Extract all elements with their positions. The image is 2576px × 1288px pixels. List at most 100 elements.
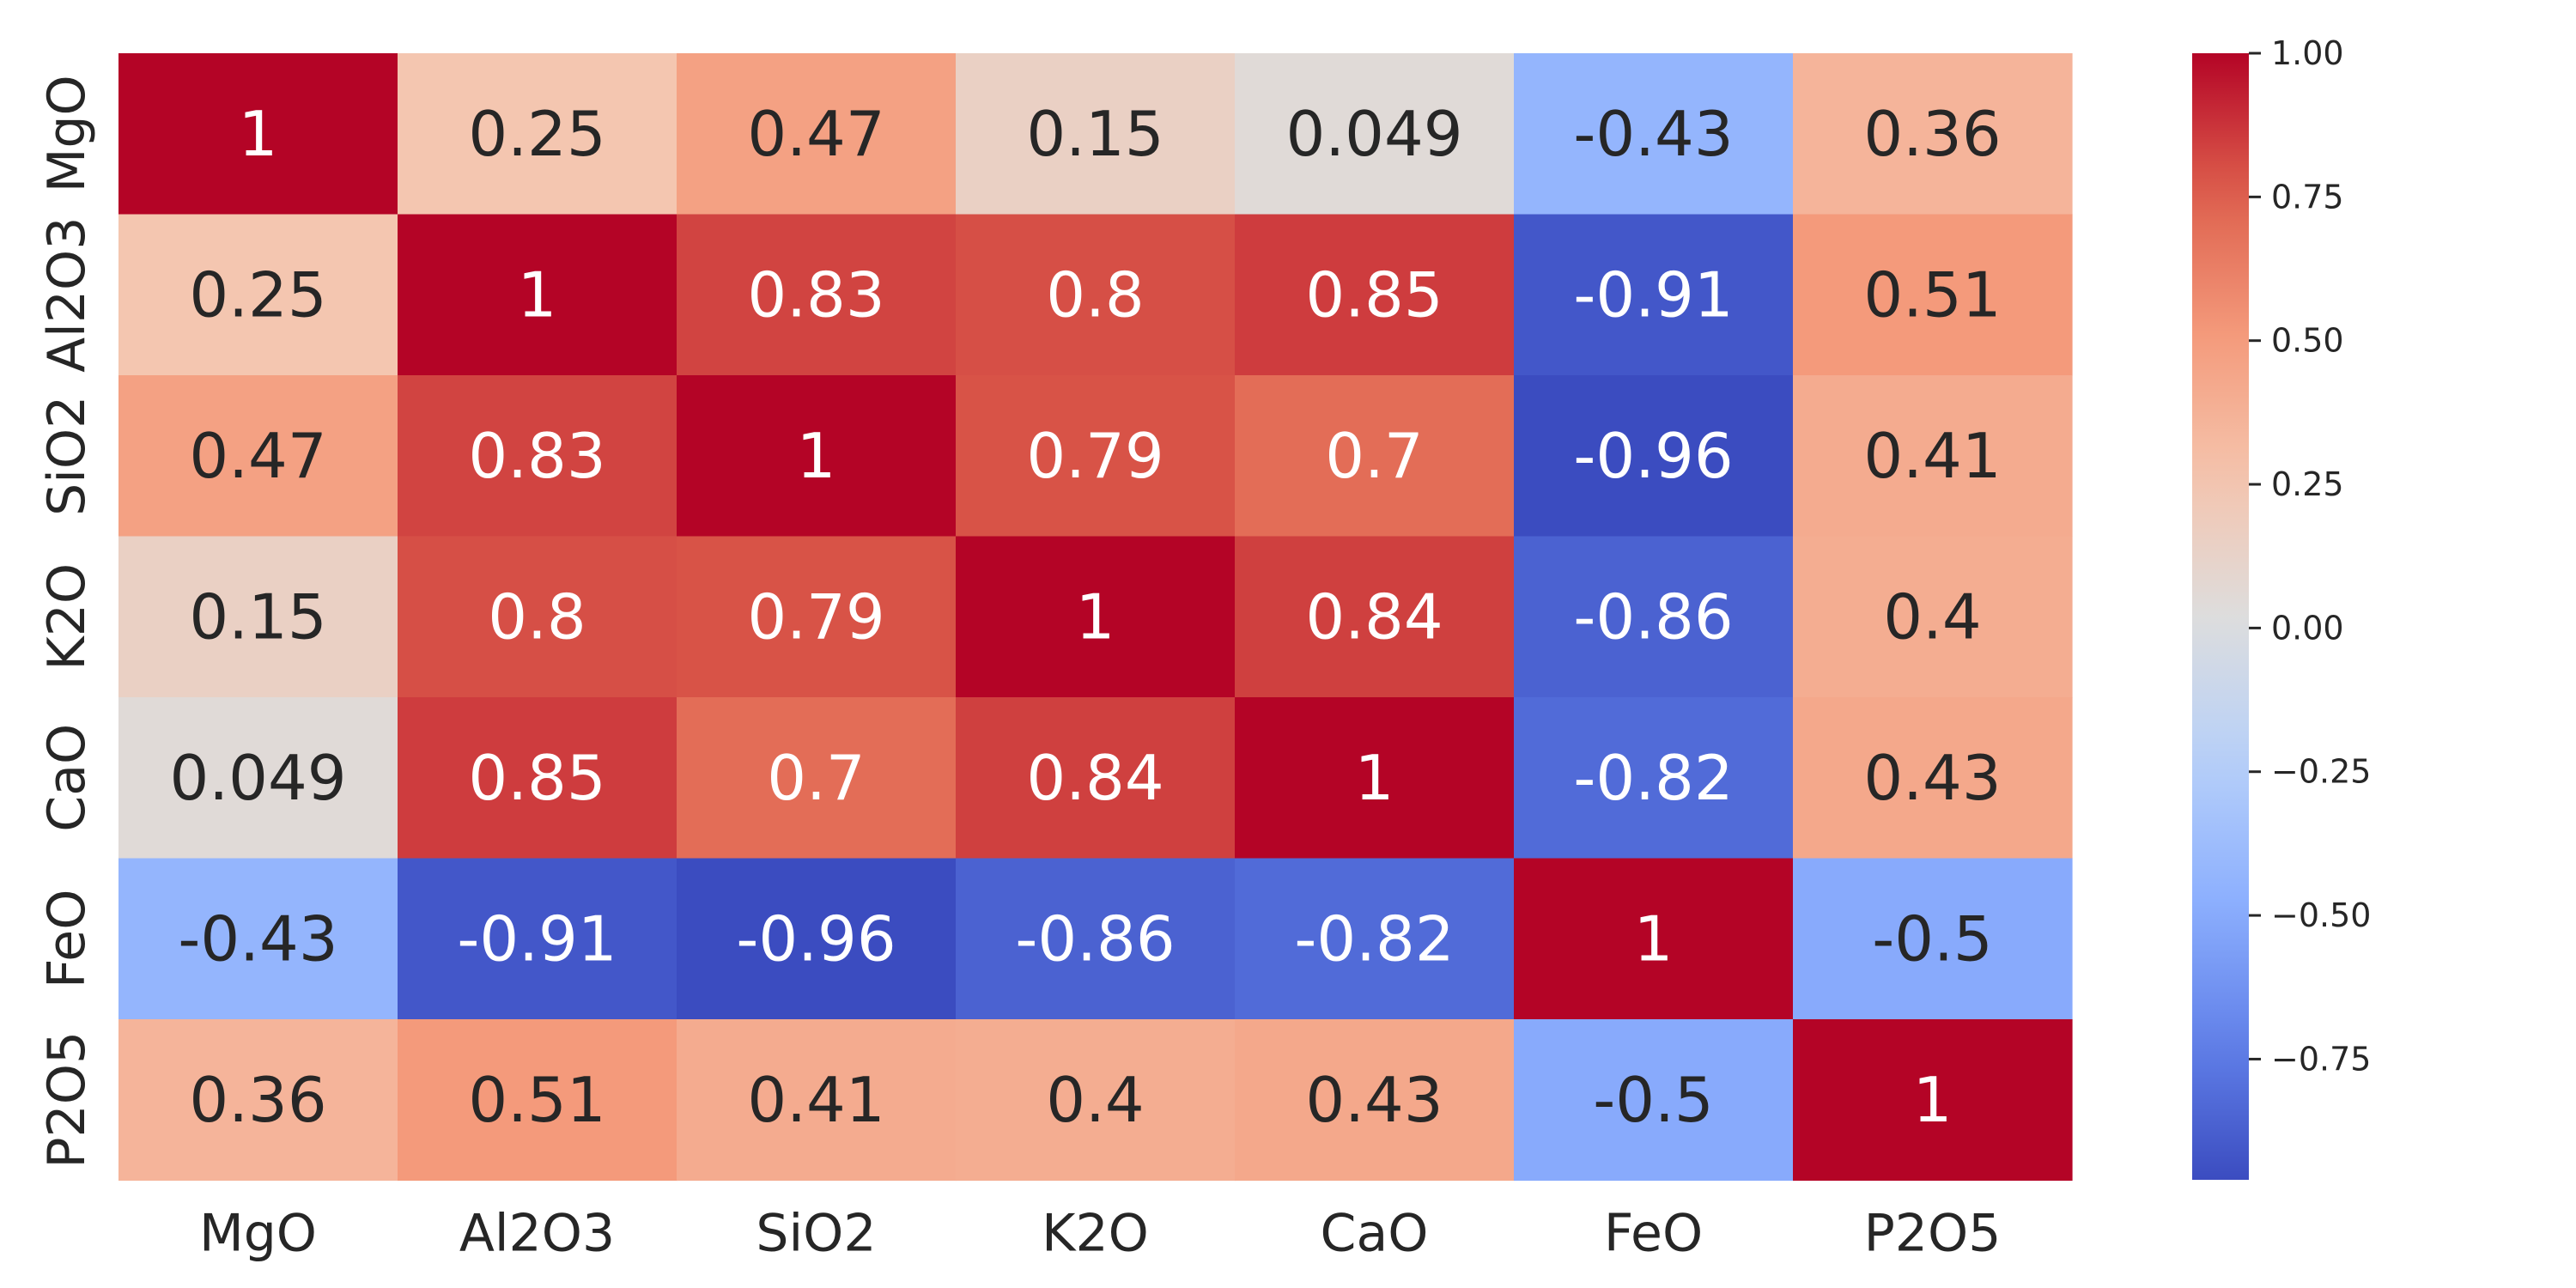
heatmap-cell <box>1793 214 2073 376</box>
heatmap-cell-label: 0.15 <box>1026 98 1163 170</box>
heatmap-cell-label: -0.91 <box>457 902 617 975</box>
heatmap-cell <box>1793 858 2073 1020</box>
heatmap-cell <box>1235 858 1515 1020</box>
x-tick-label: CaO <box>1321 1204 1429 1264</box>
heatmap-cell <box>1514 214 1794 376</box>
heatmap-cell-label: 0.85 <box>468 742 605 814</box>
x-tick-label: FeO <box>1604 1204 1703 1264</box>
heatmap-cell-label: 0.79 <box>747 580 884 653</box>
colorbar-tick-label: −0.75 <box>2271 1040 2371 1078</box>
y-tick-label: Al2O3 <box>37 217 97 373</box>
heatmap-cell-label: 0.43 <box>1863 742 2001 814</box>
y-tick-label: P2O5 <box>37 1031 97 1169</box>
heatmap-cell-label: -0.5 <box>1593 1064 1713 1136</box>
heatmap-cell <box>118 1019 398 1182</box>
heatmap-cell <box>398 53 677 216</box>
colorbar-tick-label: 0.50 <box>2271 322 2344 360</box>
heatmap-cell-label: 1 <box>1355 742 1394 814</box>
heatmap-cell <box>118 214 398 376</box>
heatmap-cell-label: -0.86 <box>1573 580 1733 653</box>
heatmap-cell <box>956 1019 1236 1182</box>
heatmap-cell <box>677 375 957 538</box>
y-tick-label: SiO2 <box>37 396 97 516</box>
x-tick-label: K2O <box>1042 1204 1149 1264</box>
heatmap-cell <box>956 214 1236 376</box>
heatmap-cell-label: 0.51 <box>1863 258 2001 331</box>
heatmap-cell-label: -0.96 <box>1573 420 1733 492</box>
heatmap-cell <box>956 375 1236 538</box>
heatmap-cell-label: 0.049 <box>169 742 346 814</box>
heatmap-cell-label: 0.43 <box>1305 1064 1443 1136</box>
heatmap-cell-label: -0.82 <box>1573 742 1733 814</box>
y-tick-label: MgO <box>37 75 97 192</box>
heatmap-cell <box>118 53 398 216</box>
heatmap-cell <box>677 214 957 376</box>
heatmap-cell <box>398 375 677 538</box>
heatmap-cell-label: 0.79 <box>1026 420 1163 492</box>
heatmap-cell-label: 0.049 <box>1285 98 1462 170</box>
heatmap-cell-label: 0.8 <box>1046 258 1145 331</box>
colorbar-tick-label: 0.75 <box>2271 178 2344 216</box>
heatmap-cell-label: 0.15 <box>189 580 326 653</box>
heatmap-cell-label: 0.8 <box>488 580 586 653</box>
heatmap-cell <box>677 1019 957 1182</box>
heatmap-cell-label: -0.96 <box>736 902 896 975</box>
heatmap-cell <box>956 53 1236 216</box>
heatmap-cell <box>398 1019 677 1182</box>
heatmap-cell <box>118 697 398 860</box>
colorbar-tick-label: −0.50 <box>2271 896 2371 934</box>
heatmap-cell <box>118 858 398 1020</box>
heatmap-cell-label: -0.82 <box>1294 902 1454 975</box>
heatmap-cells <box>118 53 2073 1182</box>
x-tick-label: MgO <box>199 1204 317 1264</box>
heatmap-cell-label: 0.7 <box>1325 420 1424 492</box>
y-axis-tick-labels: MgO Al2O3 SiO2 K2O CaO FeO P2O5 <box>37 75 97 1168</box>
heatmap-cell-label: 0.41 <box>747 1064 884 1136</box>
heatmap-cell <box>1235 214 1515 376</box>
heatmap-cell <box>1514 1019 1794 1182</box>
heatmap-cell <box>956 697 1236 860</box>
x-tick-label: Al2O3 <box>459 1204 615 1264</box>
heatmap-cell-label: -0.5 <box>1872 902 1992 975</box>
heatmap-cell <box>1514 53 1794 216</box>
heatmap-cell <box>1793 1019 2073 1182</box>
heatmap-cell-label: 0.47 <box>189 420 326 492</box>
heatmap-cell-label: 0.7 <box>767 742 866 814</box>
heatmap-cell-label: 1 <box>239 98 278 170</box>
heatmap-cell-label: 0.84 <box>1026 742 1163 814</box>
heatmap-cell-label: 0.25 <box>468 98 605 170</box>
heatmap-cell <box>677 536 957 698</box>
heatmap-cell <box>956 536 1236 698</box>
heatmap-cell <box>398 536 677 698</box>
heatmap-cell <box>1235 1019 1515 1182</box>
heatmap-cell-label: 0.51 <box>468 1064 605 1136</box>
heatmap-cell <box>677 697 957 860</box>
heatmap-cell-label: -0.43 <box>178 902 337 975</box>
colorbar-ticks: 1.00 0.75 0.50 0.25 0.00 −0.25 −0.50 −0.75 <box>2249 34 2371 1078</box>
heatmap-cell <box>118 375 398 538</box>
heatmap-cell-label: 0.36 <box>1863 98 2001 170</box>
heatmap-cell <box>1235 697 1515 860</box>
heatmap-cell <box>398 214 677 376</box>
heatmap-cell <box>1514 375 1794 538</box>
x-tick-label: P2O5 <box>1864 1204 2002 1264</box>
heatmap-cell <box>956 858 1236 1020</box>
heatmap-cell <box>677 858 957 1020</box>
x-axis-tick-labels: MgO Al2O3 SiO2 K2O CaO FeO P2O5 <box>199 1204 2001 1264</box>
heatmap-cell-label: 0.4 <box>1046 1064 1145 1136</box>
heatmap-cell-label: 0.85 <box>1305 258 1443 331</box>
heatmap-cell-label: 1 <box>518 258 557 331</box>
heatmap-cell <box>1793 375 2073 538</box>
heatmap-cell <box>1235 536 1515 698</box>
heatmap-cell <box>677 53 957 216</box>
colorbar-tick-label: −0.25 <box>2271 753 2371 791</box>
heatmap-cell <box>118 536 398 698</box>
heatmap-cell-label: 1 <box>797 420 836 492</box>
colorbar-tick-label: 0.25 <box>2271 465 2344 503</box>
y-tick-label: K2O <box>37 563 97 671</box>
x-tick-label: SiO2 <box>756 1204 876 1264</box>
heatmap-cell-label: 0.36 <box>189 1064 326 1136</box>
colorbar: 1.00 0.75 0.50 0.25 0.00 −0.25 −0.50 −0.75 <box>2192 34 2371 1180</box>
heatmap-cell-label: -0.43 <box>1573 98 1733 170</box>
